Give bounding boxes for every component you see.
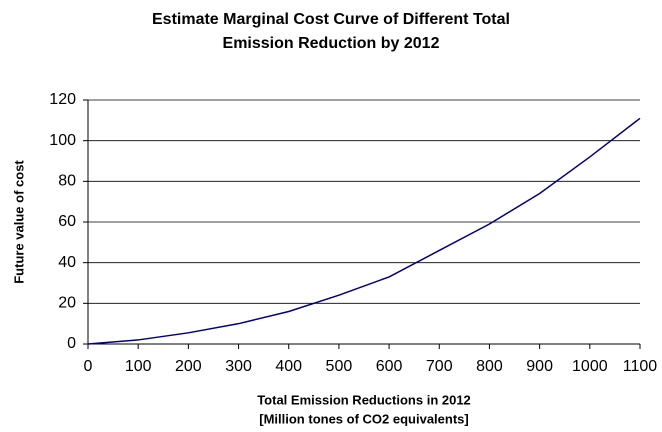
x-tick-label: 900: [526, 358, 553, 375]
x-tick-label: 1100: [623, 358, 658, 375]
y-tick-label: 100: [49, 132, 76, 149]
x-tick-label: 600: [376, 358, 403, 375]
x-tick-label: 800: [476, 358, 503, 375]
y-tick-label: 120: [49, 91, 76, 108]
x-tick-label: 200: [175, 358, 202, 375]
x-axis-title: [Million tones of CO2 equivalents]: [259, 411, 468, 426]
x-tick-label: 300: [225, 358, 252, 375]
x-tick-label: 400: [275, 358, 302, 375]
x-tick-label: 0: [84, 358, 93, 375]
y-tick-label: 20: [58, 295, 76, 312]
x-tick-label: 100: [125, 358, 152, 375]
y-tick-label: 0: [67, 335, 76, 352]
x-tick-label: 500: [326, 358, 353, 375]
x-tick-label: 700: [426, 358, 453, 375]
x-axis-title: Total Emission Reductions in 2012: [257, 392, 471, 407]
chart-title: Estimate Marginal Cost Curve of Differen…: [152, 11, 510, 28]
x-tick-label: 1000: [572, 358, 608, 375]
y-axis-title: Future value of cost: [11, 160, 26, 284]
y-tick-label: 60: [58, 213, 76, 230]
y-tick-label: 80: [58, 173, 76, 190]
line: [87, 117, 641, 345]
chart-title: Emission Reduction by 2012: [223, 35, 440, 52]
y-tick-label: 40: [58, 254, 76, 271]
